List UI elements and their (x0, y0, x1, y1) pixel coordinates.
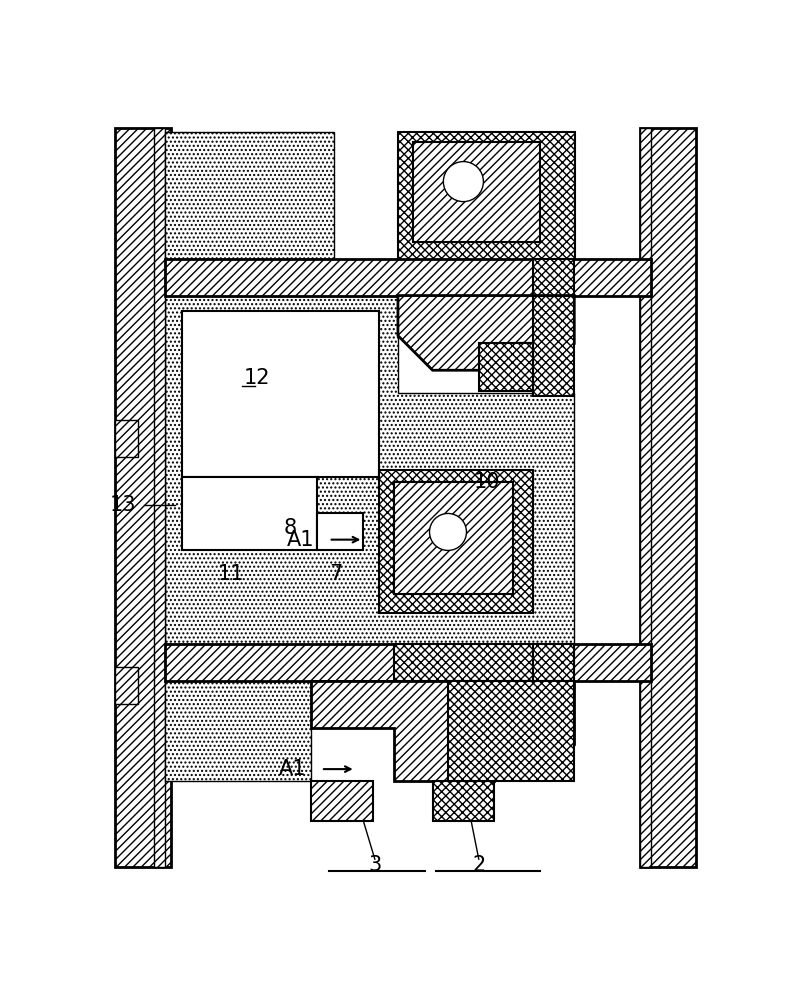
Text: 10: 10 (474, 472, 500, 492)
Text: A1: A1 (287, 530, 314, 550)
Bar (115, 667, 139, 704)
Bar (165, 644, 651, 681)
Bar (182, 477, 317, 550)
Polygon shape (311, 681, 574, 781)
Text: 2: 2 (472, 855, 486, 875)
Circle shape (443, 162, 483, 202)
Bar (398, 132, 575, 274)
Bar (641, 128, 696, 867)
Bar (394, 482, 513, 594)
Bar (165, 681, 311, 781)
Text: 7: 7 (330, 564, 343, 584)
Bar (533, 296, 574, 396)
Bar (379, 470, 533, 613)
Bar (154, 128, 165, 867)
Bar (533, 644, 574, 681)
Bar (115, 128, 171, 867)
Bar (165, 132, 334, 259)
Bar (165, 259, 651, 296)
Bar (394, 644, 574, 681)
Text: 13: 13 (110, 495, 136, 515)
Text: A1: A1 (279, 759, 306, 779)
Polygon shape (398, 296, 574, 370)
Text: 8: 8 (283, 518, 297, 538)
Bar (413, 142, 540, 242)
Circle shape (430, 513, 466, 550)
Polygon shape (165, 296, 574, 644)
Text: 12: 12 (244, 368, 271, 388)
Text: 11: 11 (217, 564, 244, 584)
Bar (317, 513, 363, 550)
Bar (311, 781, 373, 821)
Bar (432, 781, 494, 821)
Bar (478, 343, 533, 391)
Bar (641, 128, 651, 867)
Bar (182, 311, 379, 477)
Bar (448, 681, 574, 781)
Text: 3: 3 (369, 855, 381, 875)
Bar (115, 420, 139, 457)
Bar (533, 259, 574, 296)
